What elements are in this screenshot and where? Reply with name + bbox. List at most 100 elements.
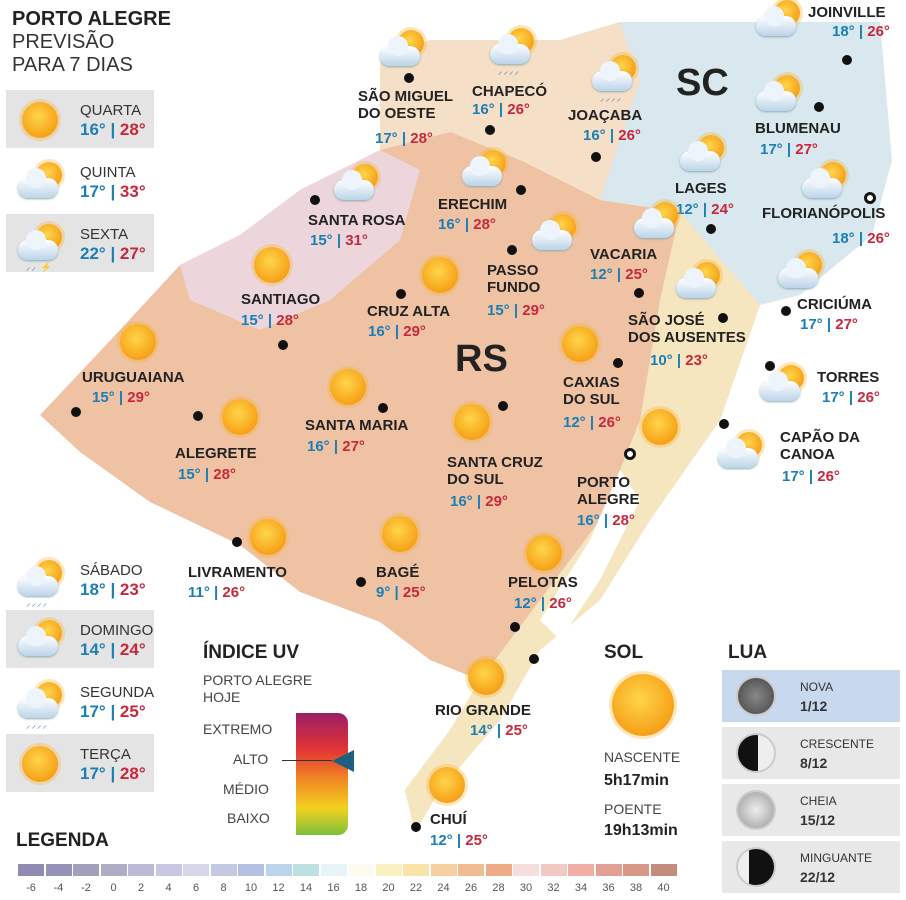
temp-min: 11° [188, 584, 210, 601]
city-temps: 17° | 27° [800, 316, 858, 333]
cloud-shape [756, 6, 796, 36]
moon-phase-date: 15/12 [800, 812, 836, 828]
city-temps: 18° | 26° [832, 230, 890, 247]
city-name: VACARIA [590, 246, 658, 263]
temp-separator: | [854, 23, 868, 40]
cloud-shape [490, 34, 530, 64]
city-marker [498, 401, 508, 411]
city-marker [814, 102, 824, 112]
cloud-sun-icon [462, 150, 506, 190]
cloud-shape [18, 566, 58, 596]
temp-max: 31° [345, 232, 368, 249]
temp-min: 16° [577, 512, 600, 529]
storm-icon: ⸝⸝ ⚡ [18, 224, 62, 272]
temp-separator: | [599, 512, 613, 529]
temp-separator: | [105, 120, 120, 139]
city-temps: 10° | 23° [650, 352, 708, 369]
uv-level-baixo: BAIXO [227, 810, 270, 826]
temp-separator: | [390, 584, 403, 601]
city-temps: 18° | 26° [832, 23, 890, 40]
city-temps: 17° | 26° [822, 389, 880, 406]
city-temps: 17° | 27° [760, 141, 818, 158]
city-temps: 9° | 25° [376, 584, 426, 601]
moon-phase-label: MINGUANTE [800, 851, 872, 865]
lagoa-dos-patos [540, 470, 640, 640]
legend-swatch [348, 864, 374, 876]
city-name: JOAÇABA [568, 107, 643, 124]
sun-icon [522, 533, 566, 573]
temp-max: 26° [867, 230, 890, 247]
temp-min: 15° [241, 312, 264, 329]
city-name: RIO GRANDE [435, 702, 531, 719]
capital-marker [864, 192, 876, 204]
city-temps: 15° | 31° [310, 232, 368, 249]
sun-icon [425, 765, 469, 805]
temp-min: 12° [676, 201, 699, 218]
city-name: TORRES [817, 369, 880, 386]
temp-min: 17° [80, 182, 106, 201]
city-marker [485, 125, 495, 135]
temp-min: 16° [307, 438, 330, 455]
cloud-sun-icon [676, 262, 720, 302]
legend-value: 0 [110, 882, 117, 894]
sun-icon [250, 245, 294, 285]
city-marker [378, 403, 388, 413]
cloud-shape [718, 438, 758, 468]
legend-swatch [73, 864, 99, 876]
temp-separator: | [105, 764, 120, 783]
forecast-day-1: QUINTA 17° | 33° [6, 152, 154, 210]
cloud-sun-icon [334, 164, 378, 204]
moon-phase-minguante: MINGUANTE 22/12 [722, 841, 900, 893]
temp-max: 29° [485, 493, 508, 510]
legend-swatch [540, 864, 567, 876]
city-name: BLUMENAU [755, 120, 841, 137]
temp-separator: | [472, 493, 486, 510]
city-name: SÃO JOSÉ DOS AUSENTES [628, 312, 746, 346]
temp-min: 17° [800, 316, 823, 333]
uv-subtitle-city: PORTO ALEGRE [203, 672, 313, 688]
forecast-day-5: ⸝⸝⸝⸝ SEGUNDA 17° | 25° [6, 672, 154, 730]
rain-drops-icon: ⸝⸝⸝⸝ [26, 720, 49, 730]
uv-subtitle-day: HOJE [203, 689, 241, 705]
legend-swatch [375, 864, 402, 876]
temp-separator: | [844, 389, 858, 406]
legend-value: -6 [26, 882, 36, 894]
sun-shape [526, 535, 562, 571]
city-temps: 12° | 25° [590, 266, 648, 283]
capital-marker [624, 448, 636, 460]
sun-shape [454, 404, 490, 440]
city-name: FLORIANÓPOLIS [762, 205, 886, 222]
legend-value: 14 [299, 882, 313, 894]
legend-swatch [568, 864, 594, 876]
legend-value: -4 [53, 882, 64, 894]
city-temps: 11° | 26° [188, 584, 245, 601]
sun-icon [18, 744, 62, 784]
city-marker [613, 358, 623, 368]
temp-min: 15° [92, 389, 115, 406]
temp-separator: | [782, 141, 796, 158]
city-name: CRUZ ALTA [367, 303, 451, 320]
temp-max: 26° [857, 389, 880, 406]
moon-phase-date: 22/12 [800, 869, 836, 885]
temp-separator: | [114, 389, 128, 406]
temp-max: 29° [403, 323, 426, 340]
temp-min: 12° [430, 832, 453, 849]
sun-shape [562, 326, 598, 362]
legend-value: 18 [354, 882, 368, 894]
sun-shape [429, 767, 465, 803]
legend-swatch [183, 864, 209, 876]
temp-max: 24° [119, 640, 146, 659]
city-marker [507, 245, 517, 255]
city-marker [278, 340, 288, 350]
legend-value: 32 [547, 882, 560, 894]
city-name: PORTO ALEGRE [577, 474, 640, 508]
sunrise-time: 5h17min [604, 772, 669, 789]
sun-shape [468, 659, 504, 695]
cloud-shape [380, 36, 420, 66]
temp-separator: | [263, 312, 277, 329]
temp-max: 25° [119, 702, 146, 721]
sun-icon [378, 514, 422, 554]
temp-min: 16° [438, 216, 461, 233]
temp-separator: | [105, 702, 120, 721]
legend-swatch [128, 864, 154, 876]
